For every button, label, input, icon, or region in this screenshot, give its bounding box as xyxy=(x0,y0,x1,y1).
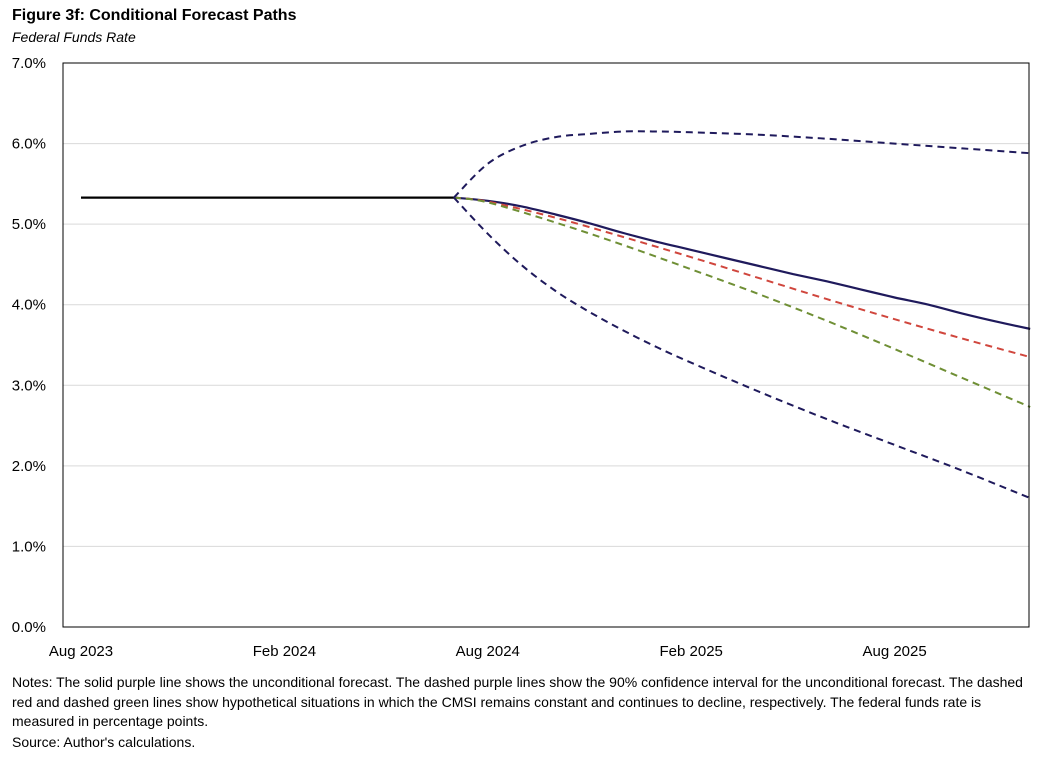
x-tick-label: Feb 2025 xyxy=(660,643,723,660)
x-axis-tick-labels: Aug 2023 Feb 2024 Aug 2024 Feb 2025 Aug 2025 xyxy=(49,643,927,660)
grid-lines xyxy=(63,143,1029,547)
chart-source: Source: Author's calculations. xyxy=(12,734,196,750)
y-axis-tick-labels: 0.0% 1.0% 2.0% 3.0% 4.0% 5.0% 6.0% 7.0% xyxy=(12,55,46,636)
series-line-2 xyxy=(453,196,1031,330)
line-chart: 0.0% 1.0% 2.0% 3.0% 4.0% 5.0% 6.0% 7.0% Aug 202… xyxy=(12,55,1031,660)
plot-frame xyxy=(62,62,1030,628)
chart-title: Figure 3f: Conditional Forecast Paths xyxy=(12,7,297,24)
y-tick-label: 0.0% xyxy=(12,619,46,636)
y-tick-label: 7.0% xyxy=(12,55,46,72)
y-tick-label: 1.0% xyxy=(12,538,46,555)
x-tick-label: Aug 2023 xyxy=(49,643,113,660)
y-tick-label: 6.0% xyxy=(12,136,46,153)
series-line-6 xyxy=(453,196,1031,500)
chart-notes: Notes: The solid purple line shows the u… xyxy=(12,674,1023,729)
y-tick-label: 3.0% xyxy=(12,377,46,394)
y-tick-label: 4.0% xyxy=(12,297,46,314)
y-tick-label: 2.0% xyxy=(12,458,46,475)
chart-subtitle: Federal Funds Rate xyxy=(12,29,136,45)
x-tick-label: Aug 2025 xyxy=(862,643,926,660)
x-tick-label: Feb 2024 xyxy=(253,643,316,660)
series-line-4 xyxy=(453,196,1031,408)
y-tick-label: 5.0% xyxy=(12,216,46,233)
x-tick-label: Aug 2024 xyxy=(456,643,520,660)
series-line-3 xyxy=(453,196,1031,359)
series-group xyxy=(81,130,1031,500)
series-line-5 xyxy=(453,130,1031,199)
